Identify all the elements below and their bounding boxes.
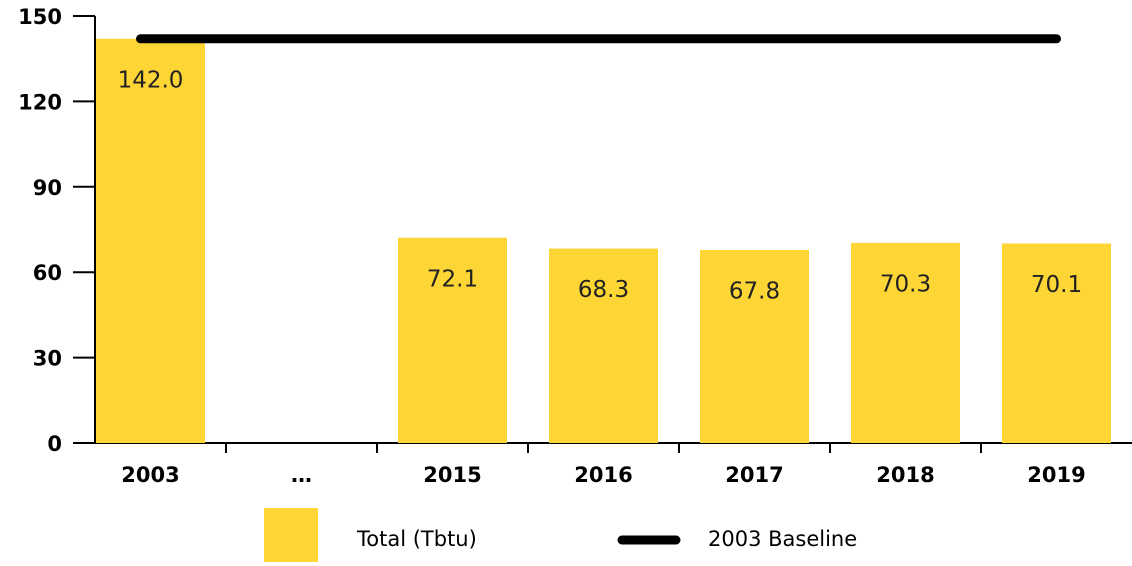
bar — [549, 248, 658, 443]
y-tick-label: 120 — [18, 90, 62, 114]
y-tick-label: 150 — [18, 5, 62, 29]
legend-label: Total (Tbtu) — [356, 527, 477, 551]
y-tick-label: 60 — [33, 261, 62, 285]
bar — [851, 242, 960, 443]
bar — [700, 249, 809, 443]
value-label: 70.3 — [880, 271, 931, 297]
x-tick-label: 2015 — [423, 463, 481, 487]
x-tick-label: 2018 — [876, 463, 934, 487]
value-label: 67.8 — [729, 278, 780, 304]
value-label: 68.3 — [578, 277, 629, 303]
x-tick-label: … — [291, 463, 312, 487]
bar — [398, 237, 507, 443]
x-tick-label: 2016 — [574, 463, 632, 487]
x-tick-label: 2019 — [1027, 463, 1085, 487]
y-tick-label: 30 — [33, 347, 62, 371]
legend-label: 2003 Baseline — [708, 527, 857, 551]
y-tick-label: 90 — [33, 176, 62, 200]
x-tick-label: 2003 — [121, 463, 179, 487]
bar — [1002, 243, 1111, 443]
value-label: 70.1 — [1031, 272, 1082, 298]
legend-swatch — [264, 508, 318, 562]
value-label: 142.0 — [118, 67, 184, 93]
bar — [96, 38, 205, 443]
y-tick-label: 0 — [47, 432, 62, 456]
value-label: 72.1 — [427, 266, 478, 292]
x-tick-label: 2017 — [725, 463, 783, 487]
